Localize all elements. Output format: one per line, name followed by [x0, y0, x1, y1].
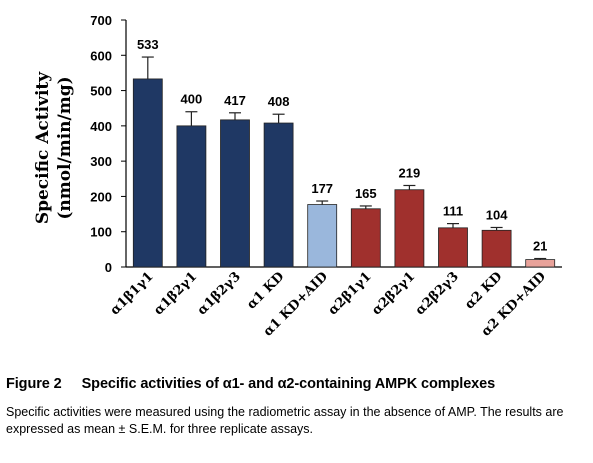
figure-description: Specific activities were measured using …: [6, 405, 564, 436]
bar: [438, 227, 468, 268]
bar: [263, 122, 294, 268]
data-label: 408: [268, 94, 290, 109]
chart: Specific Activity (nmol/min/mg) 0 100 200 3…: [33, 13, 562, 340]
y-tick-label: 400: [90, 119, 112, 134]
y-tick-label: 0: [105, 260, 112, 275]
bar: [394, 189, 425, 268]
figure-number: Figure 2: [6, 376, 62, 392]
bar: [220, 119, 250, 268]
data-label: 219: [399, 165, 421, 180]
bar: [307, 204, 338, 268]
bars: [132, 56, 556, 268]
y-tick-label: 300: [90, 154, 112, 169]
bar: [525, 259, 556, 268]
data-label: 104: [486, 207, 508, 222]
x-tick-label: α2β1γ1: [326, 269, 375, 318]
data-label: 21: [533, 239, 547, 254]
x-tick-label: α2β2γ1: [369, 269, 418, 318]
data-label: 165: [355, 186, 377, 201]
data-label: 417: [224, 93, 246, 108]
y-axis-title-line-2: (nmol/min/mg): [55, 76, 75, 219]
bar: [350, 208, 381, 268]
y-tick-label: 100: [90, 225, 112, 240]
data-label: 177: [311, 181, 333, 196]
x-tick-label: α1β1γ1: [108, 269, 157, 318]
x-tick-label: α1β2γ3: [195, 269, 244, 318]
x-tick-label: α2β2γ3: [413, 269, 462, 318]
x-tick-label: α1 KD: [244, 269, 287, 312]
y-tick-label: 700: [90, 13, 112, 28]
y-axis-title-line-1: Specific Activity: [33, 71, 53, 224]
bar: [132, 78, 163, 268]
data-label: 111: [443, 204, 463, 219]
y-tick-label: 600: [90, 48, 112, 63]
figure-title-text: Specific activities of α1- and α2-contai…: [81, 376, 496, 392]
bar: [481, 229, 512, 268]
data-label: 533: [137, 37, 159, 52]
x-tick-label: α1β2γ1: [151, 269, 200, 318]
y-tick-label: 200: [90, 189, 112, 204]
bar-chart-svg: Specific Activity (nmol/min/mg) 0 100 200 3…: [33, 13, 562, 340]
bar: [176, 125, 207, 268]
y-tick-label: 500: [90, 84, 112, 99]
x-tick-label: α2 KD: [462, 269, 505, 312]
figure-caption: Figure 2 Specific activities of α1- and α…: [6, 376, 586, 438]
figure-title: Figure 2 Specific activities of α1- and α…: [6, 376, 586, 392]
value-labels: 533 400 417 408 177 165 219 111 104 21: [137, 37, 547, 253]
data-label: 400: [181, 92, 203, 107]
